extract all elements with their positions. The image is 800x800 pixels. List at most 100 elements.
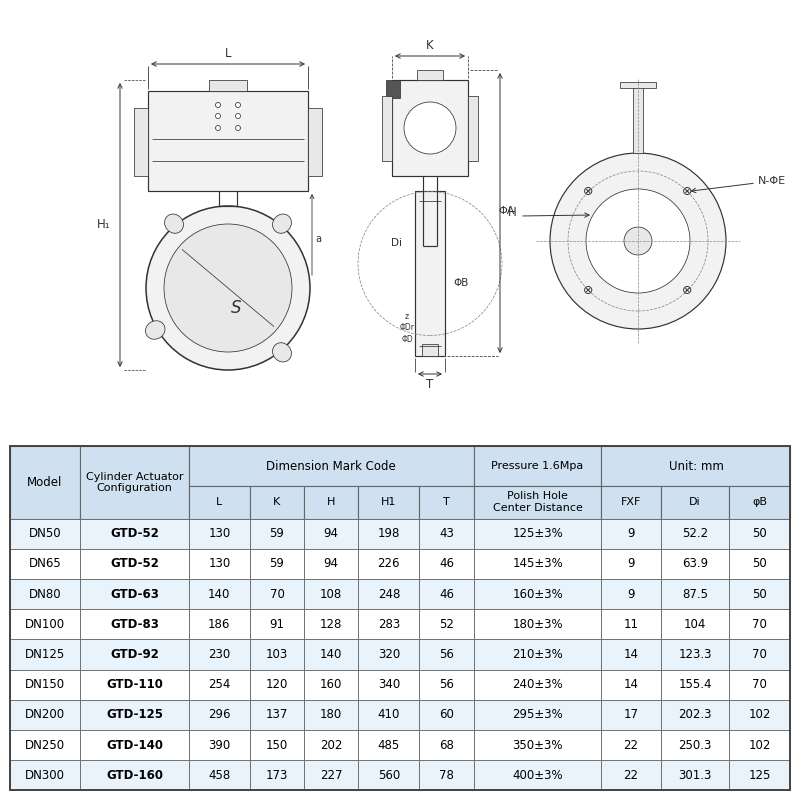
Bar	[419, 579, 474, 610]
Text: 50: 50	[753, 558, 767, 570]
Ellipse shape	[146, 206, 310, 370]
Circle shape	[215, 114, 221, 118]
Text: 350±3%: 350±3%	[512, 738, 563, 752]
Text: L: L	[216, 498, 222, 507]
Bar	[80, 760, 189, 790]
Circle shape	[624, 227, 652, 255]
Bar	[250, 549, 304, 579]
Text: 123.3: 123.3	[678, 648, 712, 661]
Bar	[250, 486, 304, 518]
Bar	[419, 760, 474, 790]
Bar	[189, 670, 250, 700]
Bar	[415, 191, 445, 356]
Bar	[419, 700, 474, 730]
Bar	[358, 610, 419, 639]
Ellipse shape	[146, 321, 165, 339]
Text: 230: 230	[208, 648, 230, 661]
Bar	[358, 700, 419, 730]
Text: K: K	[274, 498, 281, 507]
Text: 301.3: 301.3	[678, 769, 712, 782]
Circle shape	[235, 126, 241, 130]
Ellipse shape	[164, 224, 292, 352]
Text: 120: 120	[266, 678, 288, 691]
Text: ⊗: ⊗	[682, 185, 693, 198]
Bar	[80, 579, 189, 610]
Text: 70: 70	[753, 678, 767, 691]
Text: 128: 128	[320, 618, 342, 631]
Bar	[474, 639, 602, 670]
Bar	[474, 610, 602, 639]
Bar	[661, 730, 730, 760]
Text: 254: 254	[208, 678, 230, 691]
Text: GTD-63: GTD-63	[110, 588, 159, 601]
Bar	[10, 730, 80, 760]
Bar	[602, 518, 661, 549]
Bar	[602, 446, 790, 486]
Text: 70: 70	[753, 618, 767, 631]
Bar	[10, 446, 80, 518]
Text: 52: 52	[439, 618, 454, 631]
Bar	[730, 639, 790, 670]
Bar	[661, 670, 730, 700]
Text: 320: 320	[378, 648, 400, 661]
Bar	[304, 486, 358, 518]
Bar	[189, 700, 250, 730]
Bar	[730, 700, 790, 730]
Text: Unit: mm: Unit: mm	[669, 460, 723, 473]
Bar	[80, 518, 189, 549]
Text: 9: 9	[627, 527, 634, 540]
Text: 17: 17	[623, 709, 638, 722]
Text: 70: 70	[753, 648, 767, 661]
Bar	[661, 639, 730, 670]
Text: DN300: DN300	[25, 769, 65, 782]
Bar	[730, 730, 790, 760]
Bar	[386, 80, 400, 98]
Bar	[80, 700, 189, 730]
Text: 410: 410	[378, 709, 400, 722]
Text: 108: 108	[320, 588, 342, 601]
Text: 22: 22	[623, 769, 638, 782]
Text: 155.4: 155.4	[678, 678, 712, 691]
Text: ΦA: ΦA	[498, 206, 515, 216]
Bar	[474, 549, 602, 579]
Bar	[620, 82, 656, 88]
Bar	[474, 579, 602, 610]
Bar	[392, 80, 468, 176]
Text: Dimension Mark Code: Dimension Mark Code	[266, 460, 396, 473]
Bar	[304, 700, 358, 730]
Text: 22: 22	[623, 738, 638, 752]
Bar	[419, 639, 474, 670]
Text: 160±3%: 160±3%	[512, 588, 563, 601]
Text: 56: 56	[439, 678, 454, 691]
Bar	[308, 108, 322, 176]
Circle shape	[404, 102, 456, 154]
Text: 52.2: 52.2	[682, 527, 708, 540]
Text: DN100: DN100	[25, 618, 65, 631]
Text: 87.5: 87.5	[682, 588, 708, 601]
Text: GTD-140: GTD-140	[106, 738, 163, 752]
Bar	[358, 760, 419, 790]
Text: 103: 103	[266, 648, 288, 661]
Text: T: T	[426, 378, 434, 391]
Text: L: L	[225, 47, 231, 60]
Text: S: S	[230, 299, 242, 317]
Text: Pressure 1.6Mpa: Pressure 1.6Mpa	[491, 461, 584, 471]
Bar	[304, 610, 358, 639]
Bar	[422, 344, 438, 356]
Bar	[419, 486, 474, 518]
Text: GTD-125: GTD-125	[106, 709, 163, 722]
Text: 160: 160	[320, 678, 342, 691]
Bar	[633, 83, 643, 153]
Bar	[10, 579, 80, 610]
Bar	[358, 730, 419, 760]
Bar	[189, 639, 250, 670]
Bar	[304, 670, 358, 700]
Text: 60: 60	[439, 709, 454, 722]
Text: 70: 70	[270, 588, 285, 601]
Text: 46: 46	[439, 558, 454, 570]
Bar	[80, 670, 189, 700]
Bar	[661, 760, 730, 790]
Bar	[250, 700, 304, 730]
Bar	[10, 639, 80, 670]
Text: 248: 248	[378, 588, 400, 601]
